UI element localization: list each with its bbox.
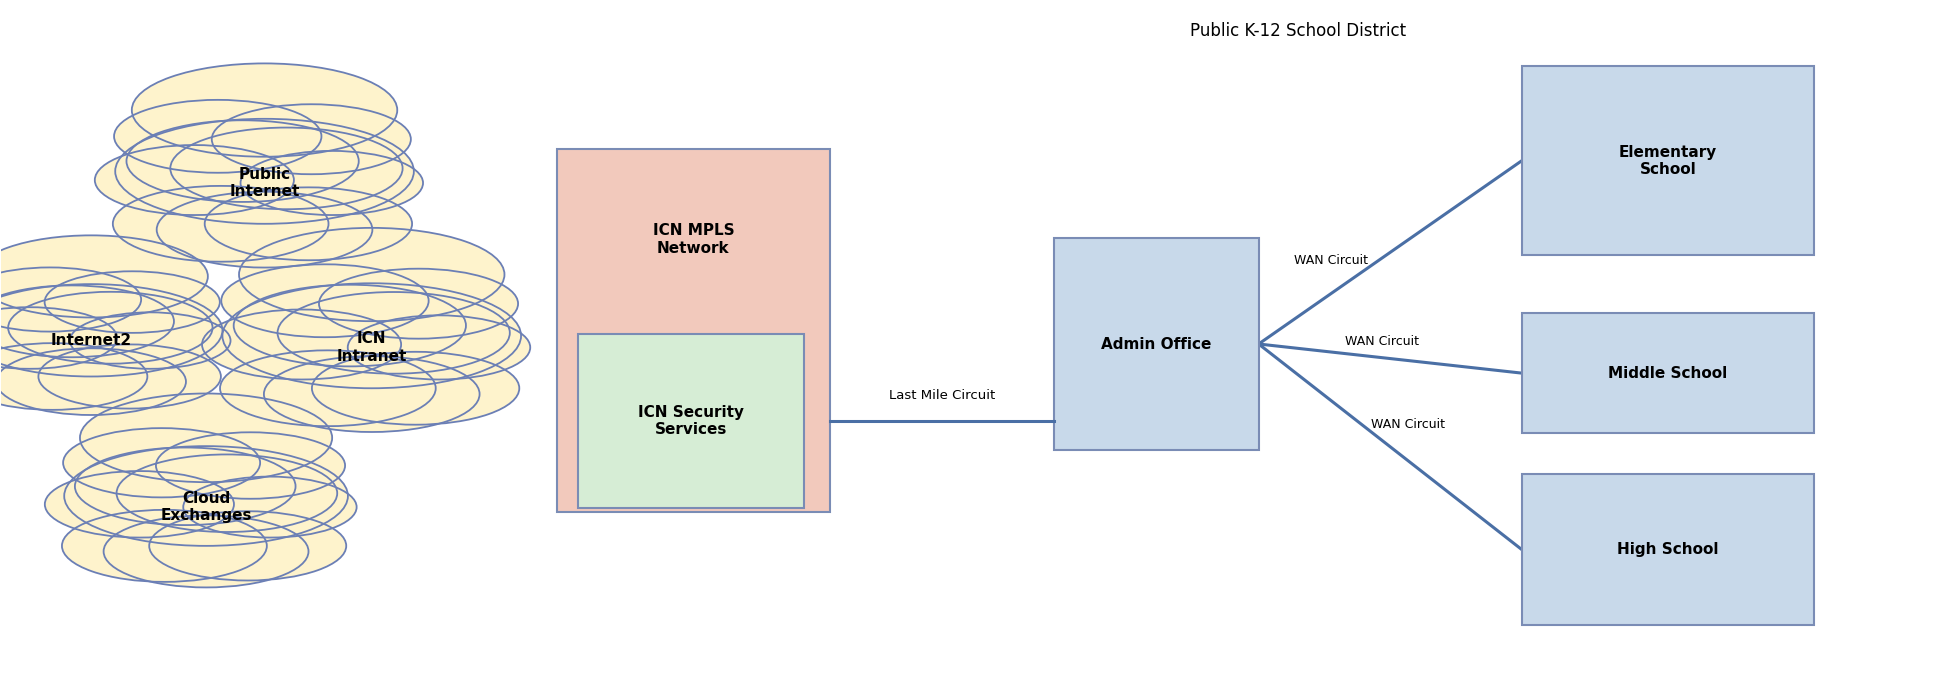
Text: WAN Circuit: WAN Circuit bbox=[1370, 418, 1444, 431]
Circle shape bbox=[170, 127, 402, 209]
Circle shape bbox=[347, 315, 531, 380]
Text: ICN MPLS
Network: ICN MPLS Network bbox=[652, 224, 734, 256]
Circle shape bbox=[277, 292, 509, 374]
Circle shape bbox=[223, 283, 521, 388]
Circle shape bbox=[156, 192, 373, 268]
Text: Elementary
School: Elementary School bbox=[1618, 144, 1718, 177]
Circle shape bbox=[0, 348, 185, 415]
Circle shape bbox=[113, 186, 328, 261]
Circle shape bbox=[264, 356, 480, 432]
Circle shape bbox=[0, 343, 146, 410]
Circle shape bbox=[221, 350, 435, 426]
Circle shape bbox=[312, 352, 519, 424]
Text: High School: High School bbox=[1616, 542, 1718, 557]
FancyBboxPatch shape bbox=[1523, 313, 1813, 433]
Text: Middle School: Middle School bbox=[1608, 365, 1728, 380]
Circle shape bbox=[113, 100, 322, 173]
Circle shape bbox=[183, 477, 357, 537]
Circle shape bbox=[127, 120, 359, 202]
Text: WAN Circuit: WAN Circuit bbox=[1345, 335, 1419, 348]
Text: ICN Security
Services: ICN Security Services bbox=[638, 405, 744, 438]
Text: Internet2: Internet2 bbox=[51, 333, 131, 348]
Circle shape bbox=[96, 145, 295, 215]
Circle shape bbox=[80, 394, 332, 482]
Circle shape bbox=[62, 510, 267, 582]
Circle shape bbox=[74, 447, 295, 525]
Text: ICN
Intranet: ICN Intranet bbox=[336, 331, 406, 364]
Circle shape bbox=[156, 432, 346, 499]
Circle shape bbox=[0, 284, 223, 376]
Circle shape bbox=[0, 308, 117, 369]
FancyBboxPatch shape bbox=[578, 334, 804, 508]
Circle shape bbox=[0, 268, 141, 332]
FancyBboxPatch shape bbox=[556, 149, 830, 512]
Circle shape bbox=[238, 228, 504, 321]
Circle shape bbox=[62, 428, 260, 497]
FancyBboxPatch shape bbox=[1054, 238, 1259, 450]
Circle shape bbox=[148, 511, 346, 581]
FancyBboxPatch shape bbox=[1523, 474, 1813, 625]
Circle shape bbox=[45, 271, 221, 333]
Text: WAN Circuit: WAN Circuit bbox=[1294, 254, 1368, 267]
Circle shape bbox=[8, 292, 213, 364]
Text: Public
Internet: Public Internet bbox=[228, 166, 301, 199]
Circle shape bbox=[64, 446, 347, 546]
Circle shape bbox=[45, 471, 234, 537]
Circle shape bbox=[133, 63, 398, 157]
Circle shape bbox=[115, 119, 414, 224]
Circle shape bbox=[0, 235, 207, 317]
Circle shape bbox=[211, 105, 410, 174]
Circle shape bbox=[39, 345, 221, 409]
Circle shape bbox=[70, 312, 230, 369]
Text: Public K-12 School District: Public K-12 School District bbox=[1189, 22, 1405, 40]
Circle shape bbox=[117, 455, 338, 532]
Circle shape bbox=[205, 187, 412, 260]
Circle shape bbox=[103, 515, 308, 588]
Circle shape bbox=[234, 285, 467, 367]
FancyBboxPatch shape bbox=[1523, 67, 1813, 255]
Circle shape bbox=[318, 269, 517, 338]
Text: Last Mile Circuit: Last Mile Circuit bbox=[888, 389, 996, 402]
Circle shape bbox=[221, 264, 429, 337]
Text: Admin Office: Admin Office bbox=[1101, 336, 1212, 352]
Circle shape bbox=[0, 286, 174, 357]
Text: Cloud
Exchanges: Cloud Exchanges bbox=[160, 491, 252, 524]
Circle shape bbox=[201, 310, 400, 380]
Circle shape bbox=[240, 151, 424, 215]
